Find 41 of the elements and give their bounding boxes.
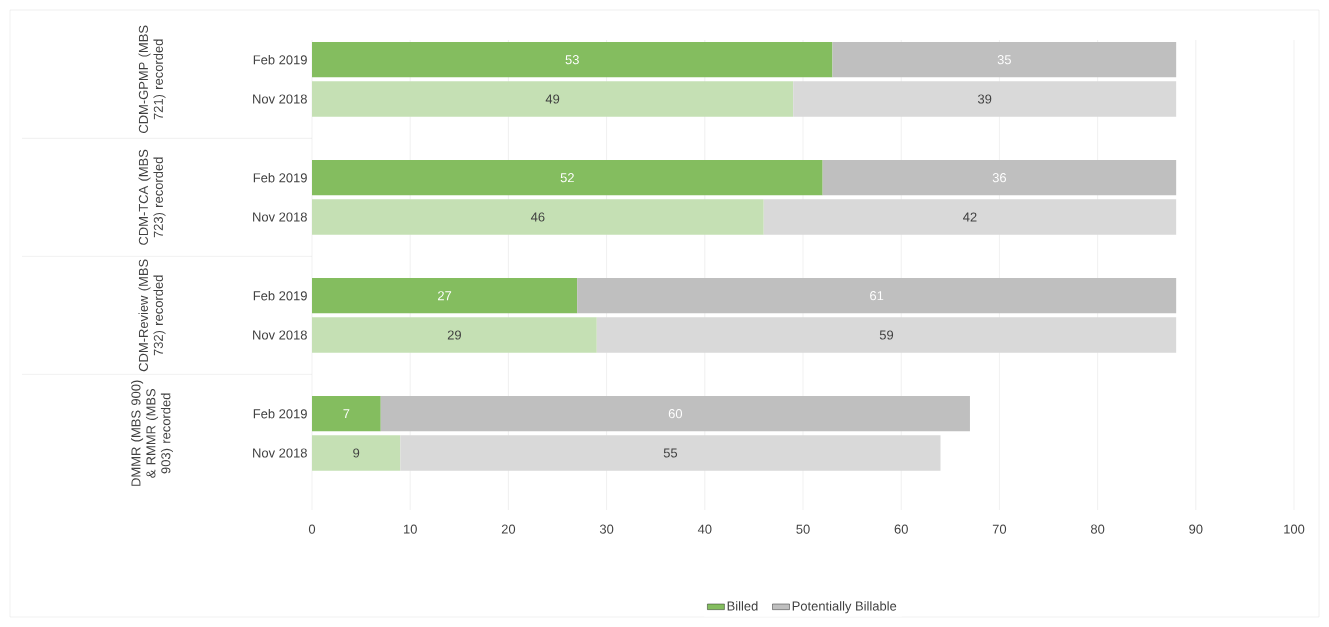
- text: CDM-TCA (MBS 723) recorded: [138, 149, 166, 245]
- y-tick-label: Feb 2019: [253, 54, 307, 65]
- data-label: 7: [343, 409, 350, 419]
- x-tick-label: 100: [1284, 524, 1305, 534]
- data-label: 53: [565, 55, 579, 65]
- y-tick-label: Nov 2018: [253, 448, 307, 458]
- text: DMMR (MBS 900) & RMMR (MBS 903) recorded: [131, 380, 173, 486]
- y-tick-label: Nov 2018: [253, 94, 307, 104]
- data-label: 36: [992, 173, 1007, 183]
- data-label: 49: [545, 94, 560, 104]
- x-tick-label: 40: [697, 524, 712, 534]
- y-tick-label: Feb 2019: [253, 290, 307, 301]
- data-label: 35: [997, 55, 1011, 65]
- x-tick-label: 20: [501, 524, 516, 534]
- text: CDM-GPMP (MBS 721) recorded: [138, 25, 166, 133]
- x-tick-label: 30: [599, 524, 614, 534]
- data-label: 59: [879, 330, 894, 340]
- y-tick-label: Nov 2018: [253, 212, 307, 222]
- legend-label: Potentially Billable: [792, 601, 897, 614]
- x-tick-label: 60: [894, 524, 908, 534]
- data-label: 61: [870, 291, 884, 301]
- text: CDM-Review (MBS 732) recorded: [138, 259, 166, 372]
- data-label: 39: [977, 94, 992, 104]
- legend-label: Billed: [727, 601, 758, 611]
- x-tick-label: 80: [1090, 524, 1105, 534]
- y-tick-label: Nov 2018: [253, 330, 307, 340]
- x-tick-label: 70: [992, 524, 1007, 534]
- data-label: 42: [963, 212, 977, 222]
- data-label: 27: [438, 291, 452, 301]
- data-label: 9: [353, 448, 360, 458]
- data-label: 55: [663, 448, 678, 458]
- data-label: 52: [560, 173, 574, 183]
- data-label: 60: [668, 409, 683, 419]
- x-tick-label: 0: [308, 524, 316, 534]
- y-tick-label: Feb 2019: [253, 172, 307, 183]
- y-tick-label: Feb 2019: [253, 408, 307, 419]
- data-label: 29: [447, 330, 461, 340]
- x-tick-label: 90: [1189, 524, 1203, 534]
- data-label: 46: [530, 212, 545, 222]
- x-tick-label: 10: [403, 524, 417, 534]
- x-tick-label: 50: [796, 524, 810, 534]
